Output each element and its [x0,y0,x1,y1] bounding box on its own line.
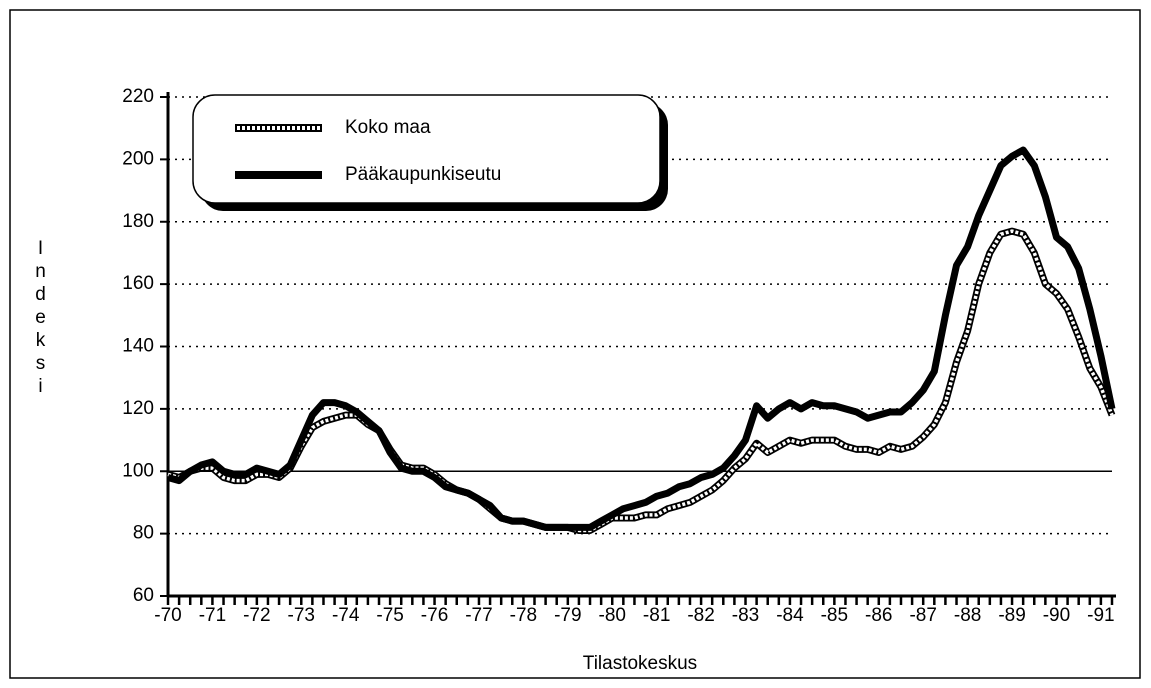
y-tick-label: 220 [122,86,154,107]
x-tick-label: -74 [332,605,360,626]
legend-label: Koko maa [345,117,431,138]
y-tick-label: 60 [133,585,154,606]
x-tick-label: -73 [288,605,315,626]
x-tick-label: -85 [821,605,848,626]
y-tick-label: 200 [122,148,154,169]
y-tick-label: 160 [122,273,154,294]
x-tick-label: -81 [643,605,670,626]
x-tick-label: -89 [998,605,1025,626]
x-tick-label: -88 [954,605,981,626]
frame [9,9,1141,679]
y-tick-label: 120 [122,398,154,419]
y-axis-label: Indeksi [30,238,51,399]
y-tick-label: 100 [122,460,154,481]
x-tick-label: -71 [199,605,226,626]
series-line [167,146,1116,531]
x-tick-label: -86 [865,605,892,626]
legend-box [192,94,661,204]
x-tick-label: -79 [554,605,581,626]
x-tick-label: -82 [687,605,714,626]
x-tick-label: -83 [732,605,759,626]
x-tick-label: -87 [909,605,936,626]
x-tick-label: -70 [154,605,181,626]
x-tick-label: -75 [376,605,403,626]
source-label: Tilastokeskus [583,653,697,674]
series-line [167,229,1114,533]
x-tick-label: -91 [1087,605,1114,626]
y-tick-label: 80 [133,523,154,544]
x-tick-label: -90 [1043,605,1070,626]
series-line-outline [167,227,1116,534]
x-tick-label: -80 [599,605,626,626]
x-tick-label: -84 [776,605,804,626]
x-tick-label: -76 [421,605,448,626]
x-tick-label: -72 [243,605,270,626]
x-tick-label: -77 [465,605,492,626]
x-tick-label: -78 [510,605,537,626]
y-tick-label: 140 [122,336,154,357]
legend-label: Pääkaupunkiseutu [345,164,501,185]
y-tick-label: 180 [122,211,154,232]
